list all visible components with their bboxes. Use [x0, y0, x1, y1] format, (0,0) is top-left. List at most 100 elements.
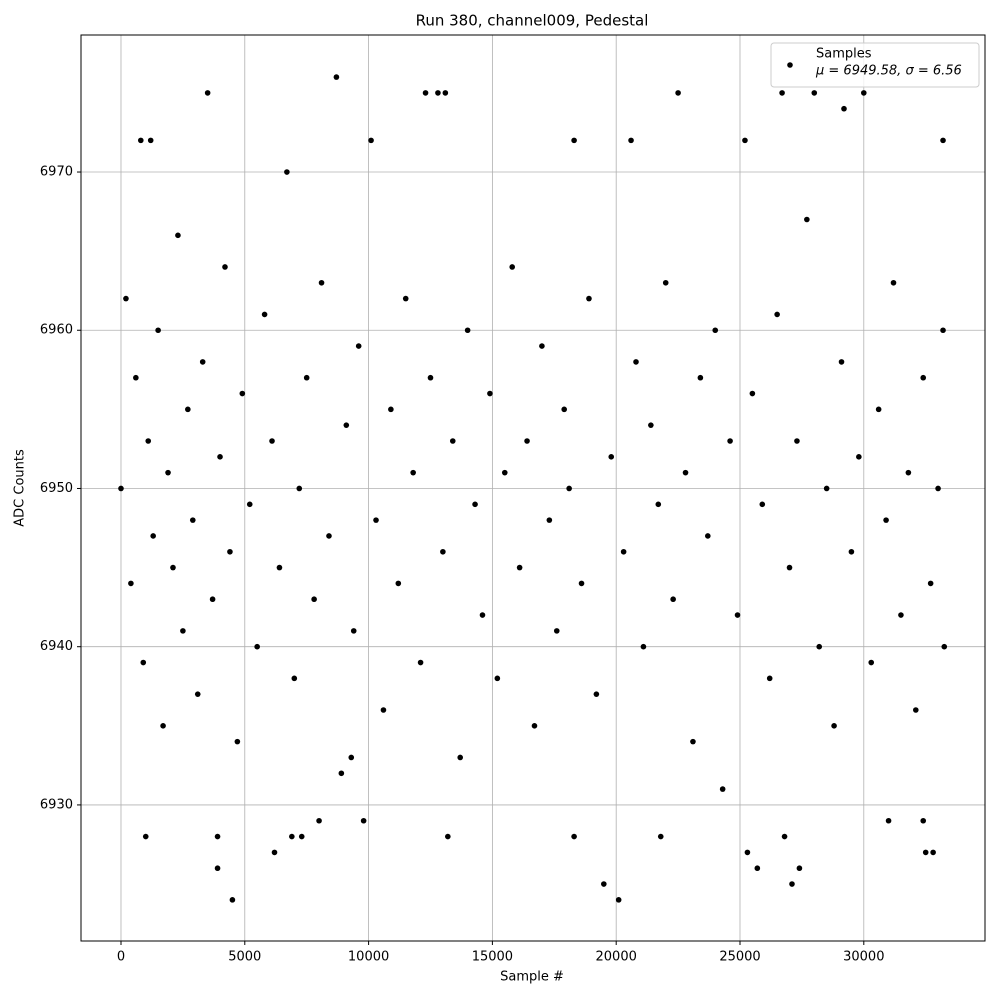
point — [239, 390, 246, 397]
point — [284, 169, 290, 175]
point — [427, 374, 434, 381]
point — [539, 343, 545, 349]
point — [118, 485, 124, 492]
point — [395, 580, 402, 587]
point — [786, 564, 793, 571]
x-tick-label: 25000 — [719, 950, 760, 965]
y-tick-label: 6950 — [40, 481, 73, 496]
y-tick-label: 6960 — [40, 323, 73, 338]
point — [578, 580, 585, 587]
point — [269, 438, 275, 444]
point — [289, 833, 295, 840]
x-axis-label: Sample # — [500, 970, 564, 985]
point — [388, 406, 394, 413]
point — [234, 738, 241, 745]
point — [640, 643, 647, 650]
point — [229, 897, 236, 903]
point — [487, 390, 493, 397]
point — [185, 406, 191, 413]
x-tick-label: 0 — [117, 950, 125, 965]
point — [920, 817, 927, 824]
point — [333, 74, 340, 80]
point — [742, 137, 748, 144]
point — [298, 833, 305, 840]
point — [380, 707, 387, 713]
y-tick-label: 6930 — [40, 797, 73, 812]
point — [422, 90, 429, 96]
point — [831, 723, 837, 729]
point — [318, 279, 325, 286]
point — [343, 422, 350, 428]
point — [494, 675, 501, 682]
point — [348, 754, 355, 761]
legend-stats: μ = 6949.58, σ = 6.56 — [815, 64, 962, 79]
point — [140, 659, 147, 666]
point — [841, 105, 847, 112]
point — [155, 327, 161, 334]
point — [133, 374, 139, 381]
point — [311, 596, 317, 603]
point — [705, 533, 711, 539]
point — [927, 580, 934, 587]
point — [566, 485, 572, 492]
point — [417, 659, 424, 666]
point — [633, 359, 639, 365]
point — [941, 643, 948, 650]
point — [246, 501, 253, 508]
point — [501, 469, 508, 476]
point — [571, 833, 577, 840]
point — [712, 327, 719, 334]
point — [145, 438, 152, 444]
point — [214, 865, 221, 872]
point — [885, 817, 892, 824]
grid — [81, 35, 985, 941]
point — [355, 343, 362, 349]
point — [373, 517, 379, 523]
point — [479, 612, 486, 618]
point — [402, 295, 409, 302]
point — [648, 422, 654, 428]
point — [180, 628, 186, 634]
point — [796, 865, 803, 872]
point — [561, 406, 567, 413]
point — [209, 596, 216, 603]
point — [912, 707, 919, 713]
point — [759, 501, 766, 508]
point — [316, 817, 322, 824]
point — [848, 548, 855, 555]
point — [675, 90, 681, 96]
point — [883, 517, 889, 523]
legend: Samples μ = 6949.58, σ = 6.56 — [770, 42, 980, 88]
point — [856, 454, 862, 460]
point — [147, 137, 154, 144]
point — [811, 90, 818, 96]
legend-box — [770, 42, 980, 88]
x-tick-label: 20000 — [596, 950, 637, 965]
y-axis-label: ADC Counts — [13, 449, 28, 527]
point — [766, 675, 773, 682]
point — [860, 90, 867, 96]
point — [935, 485, 941, 492]
point — [682, 469, 689, 476]
point — [531, 723, 538, 729]
x-tick-label: 5000 — [228, 950, 261, 965]
point — [571, 137, 577, 144]
point — [816, 643, 823, 650]
point — [457, 754, 464, 761]
point — [150, 533, 156, 539]
point — [601, 881, 607, 887]
chart-title: Run 380, channel009, Pedestal — [416, 12, 649, 30]
point — [920, 374, 927, 381]
point — [175, 232, 181, 239]
point — [509, 264, 516, 270]
point — [697, 374, 704, 381]
point — [217, 454, 223, 460]
point — [368, 137, 374, 144]
point — [546, 517, 553, 523]
point — [670, 596, 676, 603]
x-tick-label: 30000 — [843, 950, 884, 965]
point — [137, 137, 144, 144]
point — [296, 485, 303, 492]
point — [905, 469, 912, 476]
